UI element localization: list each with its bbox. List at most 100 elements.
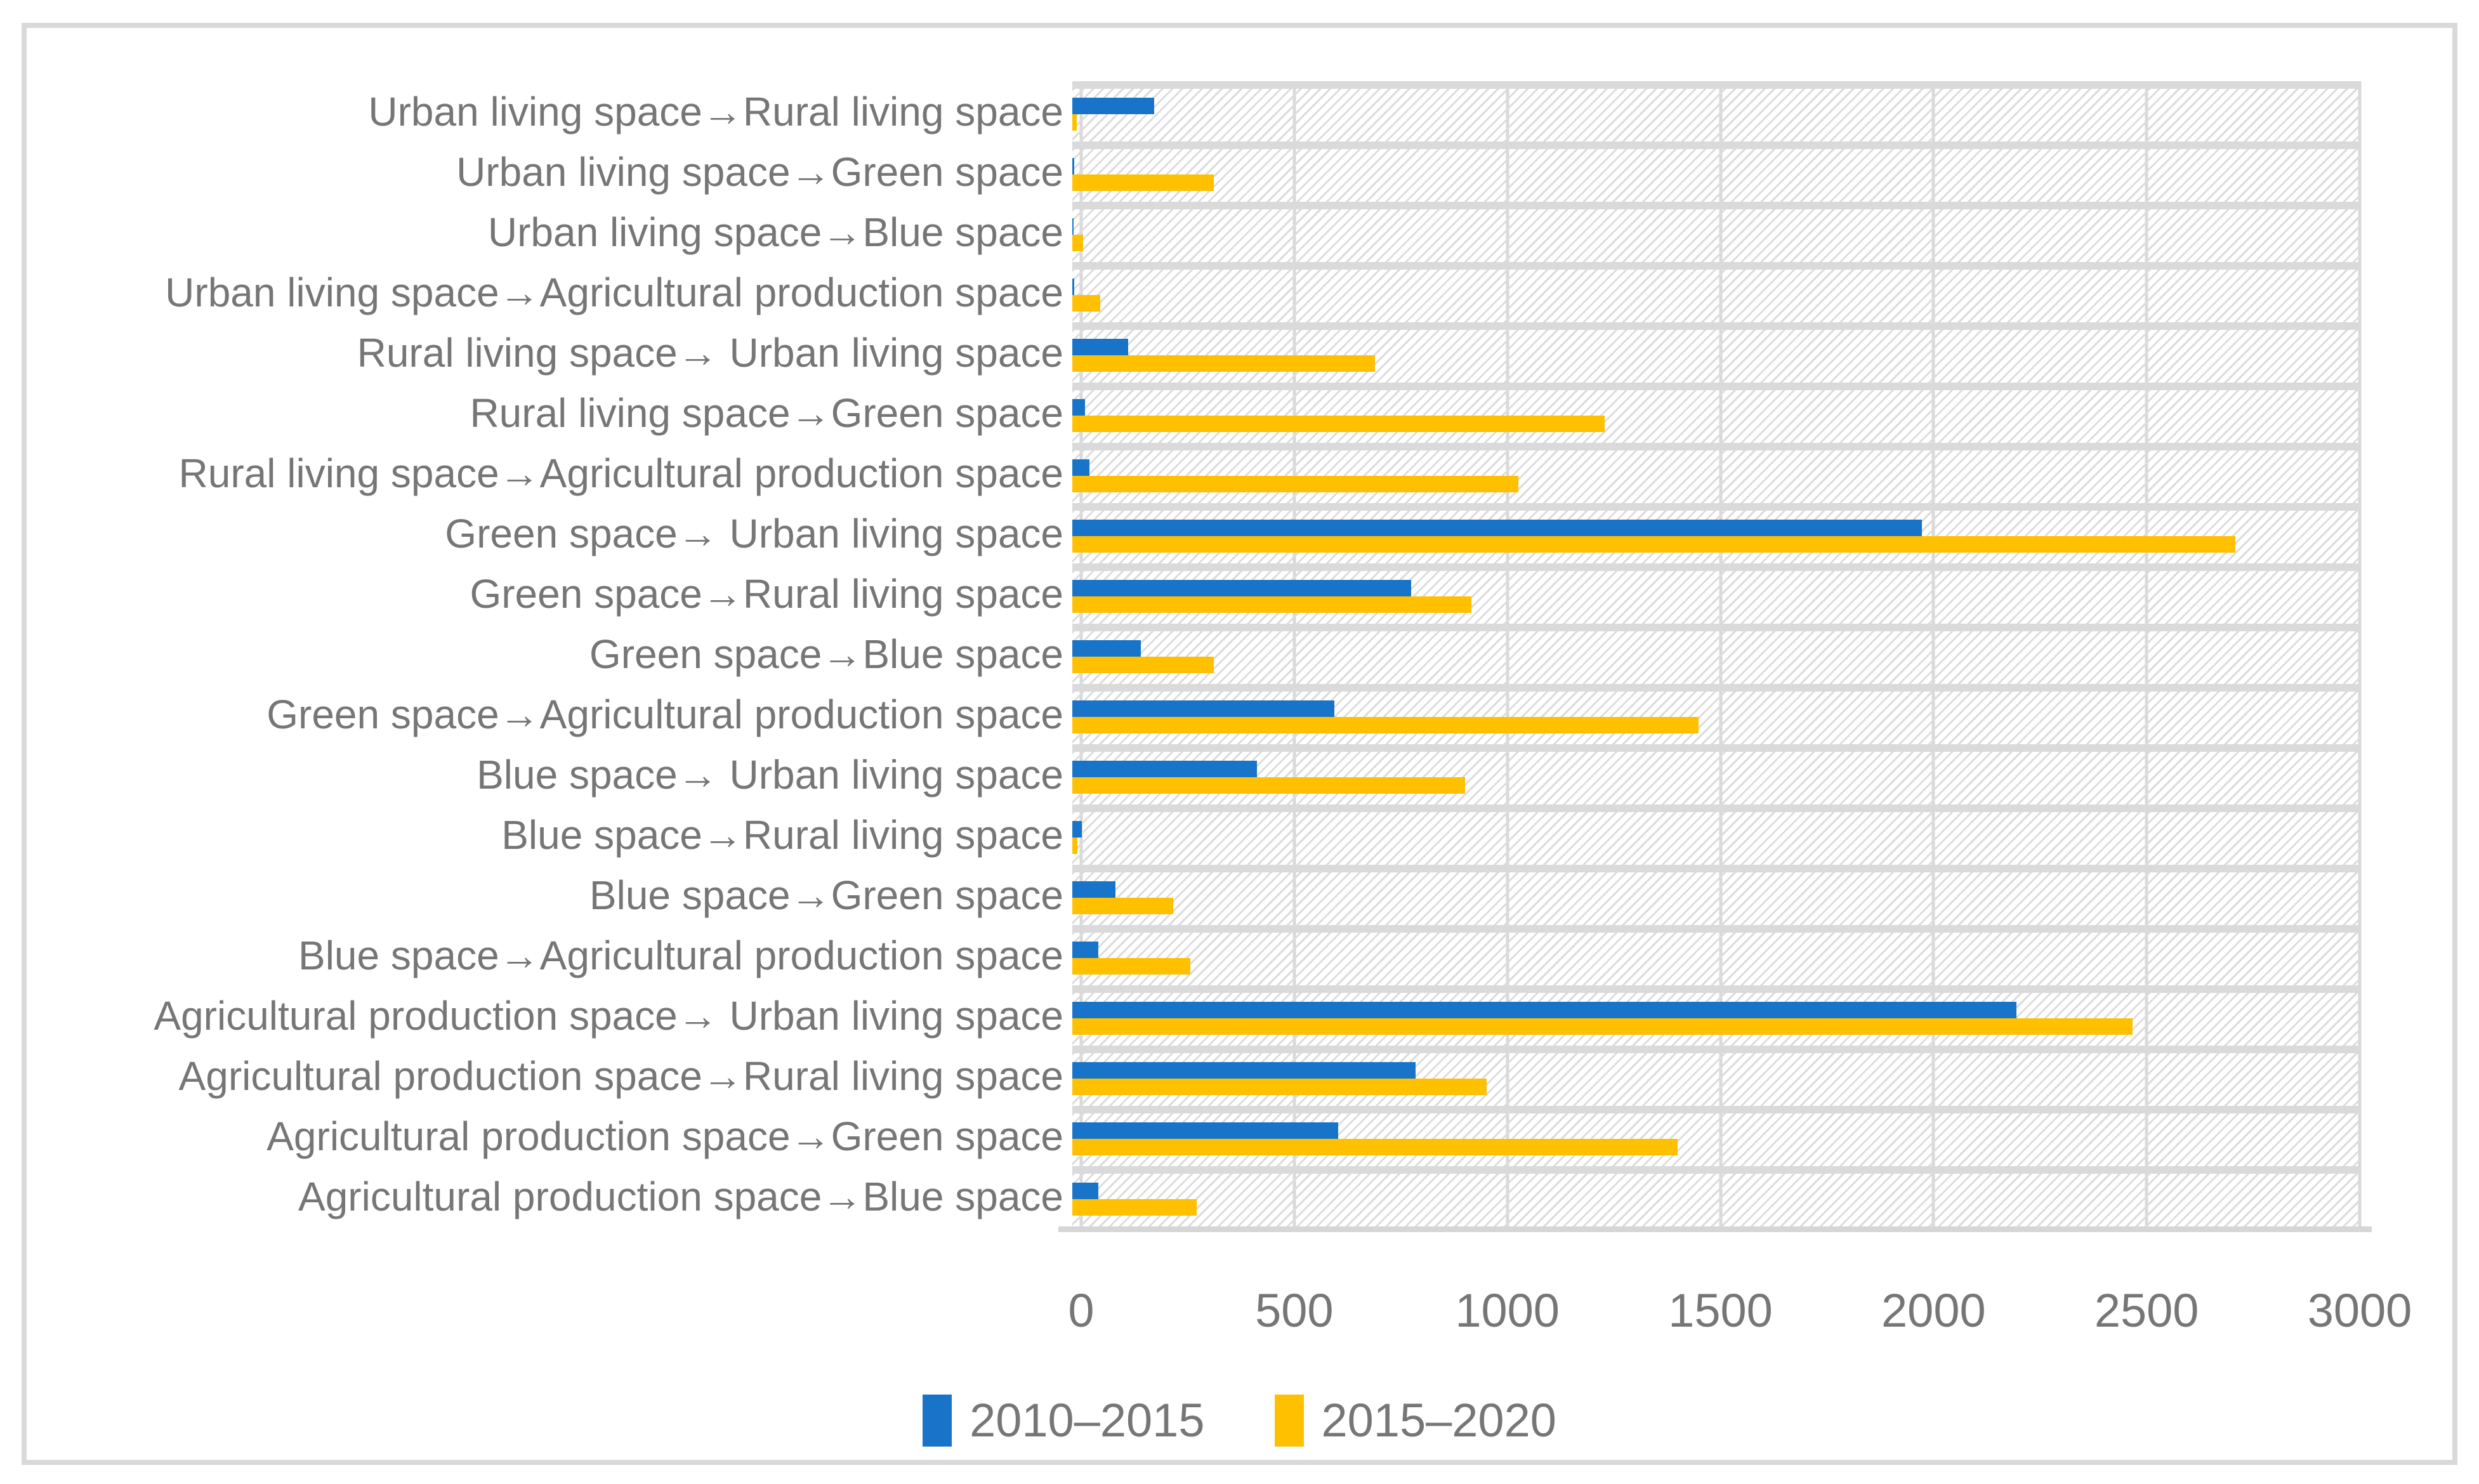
bar-2010-2015: [1072, 1183, 1098, 1199]
chart-row: Urban living space→Rural living space: [25, 81, 2360, 141]
bar-2015-2020: [1072, 1139, 1678, 1155]
category-label: Blue space→Green space: [589, 872, 1063, 918]
row-track: [1072, 925, 2360, 985]
gridline: [2358, 81, 2362, 1226]
bar-2015-2020: [1072, 1079, 1487, 1095]
row-track: [1072, 624, 2360, 684]
bar-2010-2015: [1072, 339, 1128, 355]
row-track: [1072, 744, 2360, 804]
row-track: [1072, 1166, 2360, 1226]
bar-2015-2020: [1072, 837, 1078, 854]
row-track: [1072, 81, 2360, 141]
bar-2010-2015: [1072, 98, 1154, 114]
bar-2015-2020: [1072, 596, 1471, 613]
legend-swatch-yellow-icon: [1274, 1394, 1304, 1447]
bar-2015-2020: [1072, 958, 1190, 975]
row-track: [1072, 865, 2360, 925]
figure-border: [22, 23, 2457, 1465]
bar-2015-2020: [1072, 717, 1699, 733]
chart-row: Blue space→Agricultural production space: [25, 925, 2360, 985]
row-track: [1072, 985, 2360, 1046]
category-label: Green space→ Urban living space: [445, 510, 1063, 556]
category-label: Agricultural production space→Blue space: [298, 1173, 1063, 1219]
chart-row: Agricultural production space→Green spac…: [25, 1106, 2360, 1166]
bar-2010-2015: [1072, 580, 1412, 596]
legend-label: 2015–2020: [1321, 1394, 1556, 1447]
chart-row: Urban living space→Blue space: [25, 202, 2360, 262]
bar-2015-2020: [1072, 657, 1214, 673]
chart-row: Rural living space→Agricultural producti…: [25, 443, 2360, 503]
bar-2010-2015: [1072, 761, 1257, 777]
chart-area: Urban living space→Rural living space Urb…: [25, 81, 2412, 1337]
x-axis-line: [1058, 1226, 2372, 1232]
row-track: [1072, 563, 2360, 624]
row-track: [1072, 1106, 2360, 1166]
category-label: Green space→Rural living space: [470, 570, 1063, 617]
chart-row: Urban living space→Green space: [25, 141, 2360, 202]
bar-2015-2020: [1072, 174, 1214, 191]
category-label: Urban living space→Green space: [456, 148, 1063, 195]
bar-2015-2020: [1072, 536, 2235, 553]
row-track: [1072, 322, 2360, 383]
x-tick-label: 2500: [2094, 1284, 2199, 1337]
bar-2010-2015: [1072, 640, 1141, 657]
legend-label: 2010–2015: [970, 1394, 1205, 1447]
legend-item-2015-2020: 2015–2020: [1274, 1393, 1556, 1447]
bar-2010-2015: [1072, 218, 1074, 235]
bar-2015-2020: [1072, 898, 1173, 914]
row-track: [1072, 443, 2360, 503]
x-tick-label: 0: [1068, 1284, 1095, 1337]
category-label: Agricultural production space→ Urban liv…: [154, 992, 1063, 1039]
bar-2010-2015: [1072, 881, 1115, 898]
legend-swatch-blue-icon: [923, 1394, 952, 1447]
row-track: [1072, 503, 2360, 563]
bar-2010-2015: [1072, 1062, 1416, 1079]
chart-row: Blue space→Green space: [25, 865, 2360, 925]
chart-row: Green space→Agricultural production spac…: [25, 684, 2360, 744]
chart-row: Green space→Blue space: [25, 624, 2360, 684]
legend-item-2010-2015: 2010–2015: [923, 1393, 1205, 1447]
row-track: [1072, 1046, 2360, 1106]
category-label: Rural living space→Agricultural producti…: [178, 450, 1063, 496]
bar-2010-2015: [1072, 700, 1334, 717]
bar-2015-2020: [1072, 416, 1605, 432]
chart-row: Agricultural production space→Rural livi…: [25, 1046, 2360, 1106]
chart-row: Blue space→ Urban living space: [25, 744, 2360, 804]
bar-2010-2015: [1072, 399, 1086, 416]
chart-row: Blue space→Rural living space: [25, 804, 2360, 865]
legend: 2010–2015 2015–2020: [0, 1393, 2479, 1447]
row-track: [1072, 383, 2360, 443]
bar-2015-2020: [1072, 476, 1519, 492]
category-label: Blue space→ Urban living space: [477, 751, 1063, 798]
row-track: [1072, 684, 2360, 744]
chart-row: Agricultural production space→Blue space: [25, 1166, 2360, 1226]
chart-row: Rural living space→Green space: [25, 383, 2360, 443]
chart-row: Green space→Rural living space: [25, 563, 2360, 624]
category-label: Blue space→Rural living space: [501, 811, 1063, 858]
category-label: Blue space→Agricultural production space: [298, 932, 1063, 978]
x-tick-label: 500: [1255, 1284, 1334, 1337]
bar-2015-2020: [1072, 114, 1077, 131]
x-axis-ticks: 0 500 1000 1500 2000 2500 3000: [1068, 1284, 2412, 1347]
x-tick-label: 1000: [1455, 1284, 1560, 1337]
row-track: [1072, 202, 2360, 262]
category-label: Green space→Blue space: [589, 631, 1063, 677]
bar-2010-2015: [1072, 1122, 1339, 1139]
bar-2010-2015: [1072, 942, 1098, 958]
chart-row: Agricultural production space→ Urban liv…: [25, 985, 2360, 1046]
category-label: Rural living space→ Urban living space: [357, 329, 1063, 376]
row-track: [1072, 804, 2360, 865]
category-label: Agricultural production space→Green spac…: [266, 1113, 1063, 1159]
category-label: Green space→Agricultural production spac…: [266, 691, 1063, 737]
bar-2010-2015: [1072, 1002, 2016, 1018]
bar-2010-2015: [1072, 279, 1075, 295]
x-tick-label: 2000: [1881, 1284, 1986, 1337]
category-label: Urban living space→Rural living space: [368, 88, 1063, 135]
category-label: Urban living space→Agricultural producti…: [165, 269, 1063, 315]
chart-row: Urban living space→Agricultural producti…: [25, 262, 2360, 322]
category-label: Agricultural production space→Rural livi…: [178, 1053, 1063, 1099]
bar-2015-2020: [1072, 295, 1100, 312]
category-rows: Urban living space→Rural living space Urb…: [25, 81, 2360, 1226]
bar-2015-2020: [1072, 1199, 1197, 1216]
